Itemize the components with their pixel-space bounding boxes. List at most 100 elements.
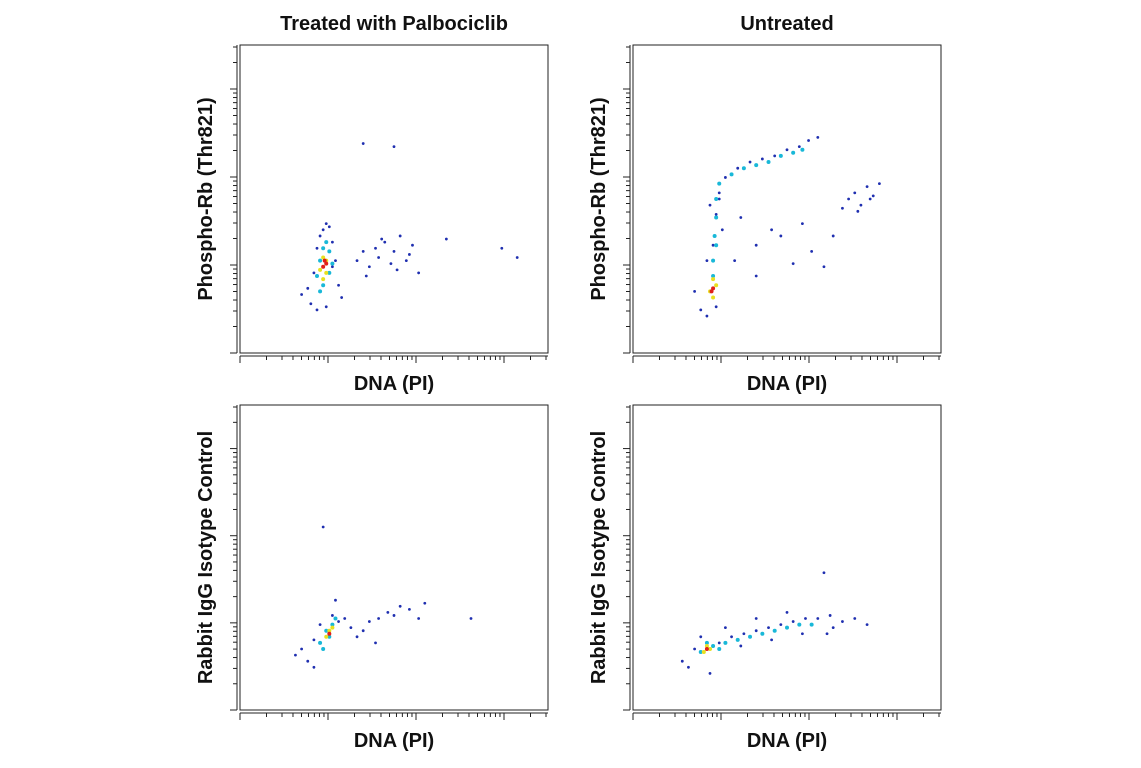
data-point [331,240,334,244]
data-point [343,617,347,620]
data-point [315,246,319,250]
data-point [797,145,801,149]
data-point [825,632,829,636]
data-point [831,626,835,630]
data-point [327,634,332,639]
data-point [395,268,399,272]
data-point [515,256,519,259]
data-point [709,289,714,294]
data-point [337,283,340,287]
data-point [714,197,719,201]
y-axis-label: Phospho-Rb (Thr821) [195,97,217,300]
data-point [398,234,402,238]
data-point [841,206,844,210]
data-point [331,265,334,269]
data-point [318,623,322,626]
plot-frame [239,44,549,354]
data-point [417,271,421,275]
data-point [411,243,414,247]
data-point [318,258,323,263]
data-point [333,616,338,621]
data-point [791,150,796,155]
data-point [321,647,326,651]
data-point [330,622,335,627]
data-point [711,277,716,282]
panel-title: Untreated [740,13,833,35]
data-point [712,233,717,238]
data-point [392,614,396,617]
data-point [865,185,869,189]
data-point [693,290,696,293]
data-point [294,653,297,657]
data-point [847,197,850,201]
data-point [766,160,771,165]
data-point [723,640,728,645]
data-point [717,197,721,201]
data-point [355,259,359,262]
data-point [760,631,765,636]
data-point [717,181,722,186]
x-axis-label: DNA (PI) [747,373,827,395]
data-point [398,604,402,608]
data-point [408,253,411,256]
data-point [711,243,715,247]
data-point [717,191,721,195]
data-point [687,665,690,669]
data-point [778,153,783,158]
data-point [361,142,365,145]
data-point [853,617,857,620]
data-point [733,259,737,262]
data-point [797,622,802,627]
data-point [321,228,325,232]
data-point [853,191,857,195]
data-point [334,259,337,262]
data-point [355,635,359,639]
data-point [312,665,316,669]
data-point [807,139,810,142]
data-point [367,265,371,269]
data-point [791,620,795,623]
data-point [770,228,773,232]
data-point [742,632,746,636]
data-point [321,255,326,260]
data-point [711,286,716,291]
data-point [711,258,716,263]
data-point [417,617,421,620]
data-point [327,225,331,229]
data-point [770,638,773,642]
plot-frame [239,404,549,711]
data-point [337,620,340,623]
data-point [380,237,384,241]
data-point [444,237,448,241]
data-point [361,249,365,253]
data-point [327,631,332,636]
data-point [334,598,337,602]
x-axis-label: DNA (PI) [747,730,827,752]
data-point [714,305,718,309]
data-point [330,261,335,266]
data-point [729,172,734,177]
data-point [324,261,329,266]
data-point [321,246,326,251]
data-point [309,302,313,306]
data-point [711,643,716,648]
data-point [711,274,716,278]
data-point [300,647,303,651]
data-point [714,215,719,220]
data-point [705,259,709,262]
data-point [831,234,835,238]
data-point [859,203,863,207]
data-point [816,617,820,620]
data-point [404,259,408,262]
data-point [392,249,396,253]
x-axis-label: DNA (PI) [354,373,434,395]
data-point [724,626,727,630]
data-point [377,617,380,620]
data-point [701,650,706,655]
data-point [324,305,328,309]
data-point [699,635,703,639]
data-point [361,629,365,633]
data-point [389,262,393,266]
data-point [300,293,303,296]
